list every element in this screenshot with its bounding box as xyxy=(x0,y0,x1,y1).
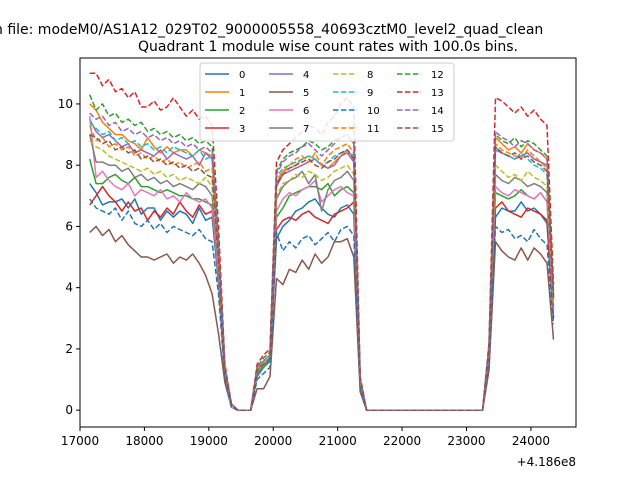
legend-label-12: 12 xyxy=(431,70,444,81)
x-tick-label: 19000 xyxy=(190,434,228,448)
y-tick-label: 8 xyxy=(65,158,73,172)
x-axis: 17000 18000 19000 20000 21000 22000 23000 24000 xyxy=(61,427,550,448)
legend-label-1: 1 xyxy=(239,88,245,99)
y-tick-label: 2 xyxy=(65,342,73,356)
chart-title: Quadrant 1 module wise count rates with … xyxy=(138,39,518,55)
x-tick-label: 18000 xyxy=(125,434,163,448)
legend-label-4: 4 xyxy=(303,70,309,81)
legend-label-7: 7 xyxy=(303,124,309,135)
legend-label-0: 0 xyxy=(239,70,245,81)
legend-label-6: 6 xyxy=(303,106,309,117)
plot-frame xyxy=(79,57,577,428)
legend-label-5: 5 xyxy=(303,88,309,99)
x-tick-label: 17000 xyxy=(61,434,99,448)
legend-label-2: 2 xyxy=(239,106,245,117)
y-tick-label: 4 xyxy=(65,281,73,295)
legend-label-15: 15 xyxy=(431,124,444,135)
series-lines xyxy=(88,72,555,411)
y-tick-label: 0 xyxy=(65,403,73,417)
legend-label-13: 13 xyxy=(431,88,444,99)
series-line-5 xyxy=(89,225,555,411)
legend-label-8: 8 xyxy=(367,70,373,81)
series-line-14 xyxy=(89,112,555,411)
figure-suptitle: n file: modeM0/AS1A12_029T02_9000005558_… xyxy=(0,22,543,38)
legend-label-3: 3 xyxy=(239,124,245,135)
x-tick-label: 21000 xyxy=(319,434,357,448)
y-axis: 0 2 4 6 8 10 xyxy=(58,97,80,417)
legend-label-14: 14 xyxy=(431,106,444,117)
series-line-10 xyxy=(89,198,555,411)
series-line-12 xyxy=(89,94,555,411)
legend-label-10: 10 xyxy=(367,106,380,117)
series-line-15 xyxy=(89,133,555,411)
series-line-11 xyxy=(89,125,555,411)
series-line-4 xyxy=(89,118,555,411)
x-tick-label: 24000 xyxy=(512,434,550,448)
x-tick-label: 22000 xyxy=(383,434,421,448)
series-line-0 xyxy=(89,183,555,411)
legend-label-11: 11 xyxy=(367,124,380,135)
series-line-2 xyxy=(88,158,555,411)
legend-label-9: 9 xyxy=(367,88,373,99)
series-line-8 xyxy=(89,140,555,411)
series-line-7 xyxy=(88,134,555,411)
y-tick-label: 6 xyxy=(65,219,73,233)
x-tick-label: 23000 xyxy=(447,434,485,448)
legend-box xyxy=(199,62,455,142)
y-tick-label: 10 xyxy=(58,97,73,111)
x-tick-label: 20000 xyxy=(254,434,292,448)
series-line-3 xyxy=(89,185,555,411)
x-offset-label: +4.186e8 xyxy=(517,455,576,469)
